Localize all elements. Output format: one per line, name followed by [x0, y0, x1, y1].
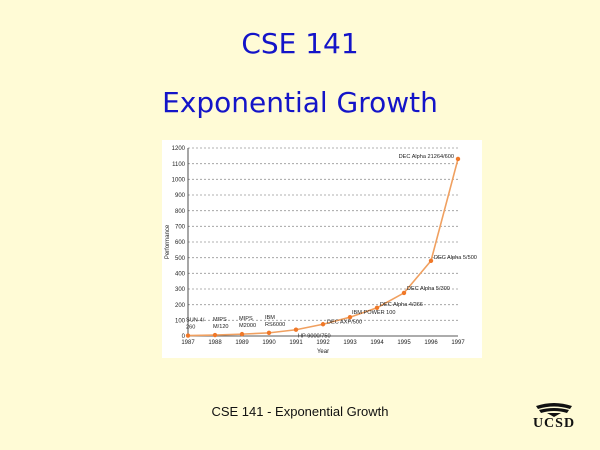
- data-point: [212, 332, 218, 338]
- footer-text: CSE 141 - Exponential Growth: [211, 404, 389, 419]
- data-label: DEC Alpha 5/500: [434, 255, 477, 261]
- x-tick-label: 1988: [208, 340, 222, 346]
- data-label: SUN-4/260: [186, 318, 205, 331]
- slide-title: CSE 141: [241, 27, 359, 60]
- slide-subtitle: Exponential Growth: [162, 86, 438, 119]
- y-tick-label: 200: [175, 303, 186, 309]
- y-tick-label: 0: [182, 334, 186, 340]
- performance-chart: 0 100 200 300 400 500 600 700 800 900 1000 1100 1200…: [165, 146, 477, 355]
- data-label: DEC Alpha 4/266: [380, 302, 423, 308]
- x-tick-label: 1997: [451, 340, 465, 346]
- y-tick-label: 600: [175, 240, 186, 246]
- data-point: [428, 258, 434, 263]
- y-tick-label: 900: [175, 193, 186, 199]
- data-label: IBM RS6000: [265, 315, 285, 328]
- ucsd-logo-icon: [536, 403, 572, 417]
- data-point: [266, 330, 272, 336]
- data-point: [347, 315, 353, 320]
- data-point: [401, 290, 407, 296]
- x-tick-label: 1996: [424, 340, 438, 346]
- y-tick-label: 1000: [172, 178, 186, 184]
- data-point: [239, 331, 245, 337]
- y-tick-label: 700: [175, 225, 186, 231]
- data-label: MIPS M2000: [239, 316, 256, 329]
- data-label: DEC Alpha 21264/600: [399, 154, 454, 160]
- data-point: [374, 305, 380, 310]
- y-tick-label: 1100: [172, 162, 186, 168]
- data-point: [185, 333, 191, 338]
- series-line: [187, 158, 459, 337]
- data-point: [320, 322, 326, 327]
- data-label: MIPS M/120: [213, 317, 229, 330]
- y-tick-label: 1200: [172, 146, 186, 152]
- data-label: HP 9000/750: [298, 334, 331, 340]
- x-axis-label: Year: [317, 349, 329, 355]
- ucsd-logo-text: UCSD: [532, 416, 576, 431]
- data-point: [293, 327, 299, 332]
- x-tick-label: 1991: [289, 340, 303, 346]
- y-tick-label: 100: [175, 319, 186, 325]
- data-label: DEC AXP/500: [327, 319, 362, 325]
- data-point: [455, 156, 461, 162]
- x-tick-label: 1994: [370, 340, 384, 346]
- x-tick-label: 1995: [397, 340, 411, 346]
- data-label: IBM POWER 100: [352, 310, 396, 316]
- chart-panel: 0 100 200 300 400 500 600 700 800 900 1000 1100 1200…: [162, 140, 482, 358]
- y-tick-label: 300: [175, 287, 186, 293]
- data-label: DEC Alpha 5/300: [407, 286, 450, 292]
- y-axis-label: Performance: [165, 224, 171, 259]
- y-tick-label: 500: [175, 256, 186, 262]
- x-tick-label: 1990: [262, 340, 276, 346]
- x-tick-label: 1987: [181, 340, 195, 346]
- x-tick-label: 1992: [316, 340, 330, 346]
- y-tick-label: 400: [175, 272, 186, 278]
- y-tick-label: 800: [175, 209, 186, 215]
- x-tick-label: 1989: [235, 340, 249, 346]
- x-tick-label: 1993: [343, 340, 357, 346]
